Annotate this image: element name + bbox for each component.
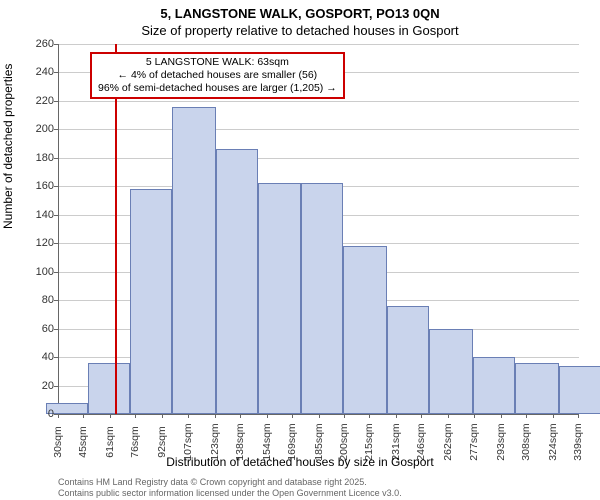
gridline [59, 158, 579, 159]
histogram-bar [88, 363, 130, 414]
gridline [59, 44, 579, 45]
y-tick-label: 0 [24, 408, 54, 420]
x-tick-mark [369, 414, 370, 418]
annotation-box: 5 LANGSTONE WALK: 63sqm ← 4% of detached… [90, 52, 345, 99]
y-tick-mark [54, 44, 58, 45]
x-tick-mark [83, 414, 84, 418]
annotation-line2: ← 4% of detached houses are smaller (56) [98, 69, 337, 82]
y-tick-mark [54, 300, 58, 301]
chart-title-line2: Size of property relative to detached ho… [0, 23, 600, 38]
y-tick-label: 60 [24, 323, 54, 335]
y-tick-mark [54, 329, 58, 330]
y-tick-label: 140 [24, 209, 54, 221]
x-tick-mark [240, 414, 241, 418]
x-tick-mark [421, 414, 422, 418]
x-tick-mark [501, 414, 502, 418]
y-tick-mark [54, 158, 58, 159]
y-tick-label: 180 [24, 152, 54, 164]
histogram-bar [172, 107, 216, 414]
histogram-bar [473, 357, 515, 414]
x-tick-mark [578, 414, 579, 418]
chart-title-line1: 5, LANGSTONE WALK, GOSPORT, PO13 0QN [0, 6, 600, 21]
y-tick-label: 160 [24, 180, 54, 192]
x-tick-mark [474, 414, 475, 418]
chart-container: 5, LANGSTONE WALK, GOSPORT, PO13 0QN Siz… [0, 0, 600, 500]
x-tick-mark [135, 414, 136, 418]
x-tick-mark [58, 414, 59, 418]
histogram-bar [130, 189, 172, 414]
y-tick-mark [54, 186, 58, 187]
annotation-line1: 5 LANGSTONE WALK: 63sqm [98, 56, 337, 69]
y-tick-label: 260 [24, 38, 54, 50]
x-tick-mark [344, 414, 345, 418]
y-tick-label: 120 [24, 237, 54, 249]
y-tick-label: 220 [24, 95, 54, 107]
y-tick-label: 240 [24, 66, 54, 78]
property-marker-line [115, 44, 117, 414]
histogram-bar [387, 306, 429, 414]
y-tick-label: 100 [24, 266, 54, 278]
gridline [59, 101, 579, 102]
x-tick-mark [319, 414, 320, 418]
y-tick-mark [54, 243, 58, 244]
y-tick-mark [54, 101, 58, 102]
y-tick-label: 80 [24, 294, 54, 306]
x-tick-mark [267, 414, 268, 418]
annotation-line3: 96% of semi-detached houses are larger (… [98, 82, 337, 95]
plot-area [58, 44, 579, 415]
y-tick-label: 40 [24, 351, 54, 363]
x-tick-mark [553, 414, 554, 418]
attribution-line2: Contains public sector information licen… [58, 488, 402, 498]
y-tick-mark [54, 215, 58, 216]
histogram-bar [559, 366, 600, 414]
y-tick-mark [54, 357, 58, 358]
y-axis-label: Number of detached properties [1, 64, 15, 229]
attribution-line1: Contains HM Land Registry data © Crown c… [58, 477, 402, 487]
x-tick-mark [110, 414, 111, 418]
x-tick-mark [448, 414, 449, 418]
y-tick-mark [54, 72, 58, 73]
y-tick-mark [54, 129, 58, 130]
x-tick-mark [188, 414, 189, 418]
y-tick-label: 20 [24, 380, 54, 392]
histogram-bar [515, 363, 559, 414]
y-tick-label: 200 [24, 123, 54, 135]
y-tick-mark [54, 386, 58, 387]
x-tick-mark [162, 414, 163, 418]
histogram-bar [343, 246, 387, 414]
x-tick-mark [396, 414, 397, 418]
x-axis-label: Distribution of detached houses by size … [0, 455, 600, 469]
x-tick-mark [526, 414, 527, 418]
y-tick-mark [54, 272, 58, 273]
histogram-bar [429, 329, 473, 414]
x-tick-mark [215, 414, 216, 418]
histogram-bar [258, 183, 302, 414]
x-tick-mark [292, 414, 293, 418]
histogram-bar [301, 183, 343, 414]
histogram-bar [216, 149, 258, 414]
gridline [59, 129, 579, 130]
attribution: Contains HM Land Registry data © Crown c… [58, 477, 402, 498]
